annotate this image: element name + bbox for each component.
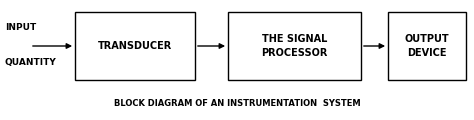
Text: THE SIGNAL
PROCESSOR: THE SIGNAL PROCESSOR xyxy=(261,34,328,58)
Text: INPUT: INPUT xyxy=(5,24,36,33)
Bar xyxy=(75,12,195,80)
Text: QUANTITY: QUANTITY xyxy=(5,57,57,66)
Bar xyxy=(228,12,361,80)
Bar xyxy=(388,12,466,80)
Text: TRANSDUCER: TRANSDUCER xyxy=(98,41,172,51)
Text: BLOCK DIAGRAM OF AN INSTRUMENTATION  SYSTEM: BLOCK DIAGRAM OF AN INSTRUMENTATION SYST… xyxy=(114,99,360,108)
Text: OUTPUT
DEVICE: OUTPUT DEVICE xyxy=(405,34,449,58)
